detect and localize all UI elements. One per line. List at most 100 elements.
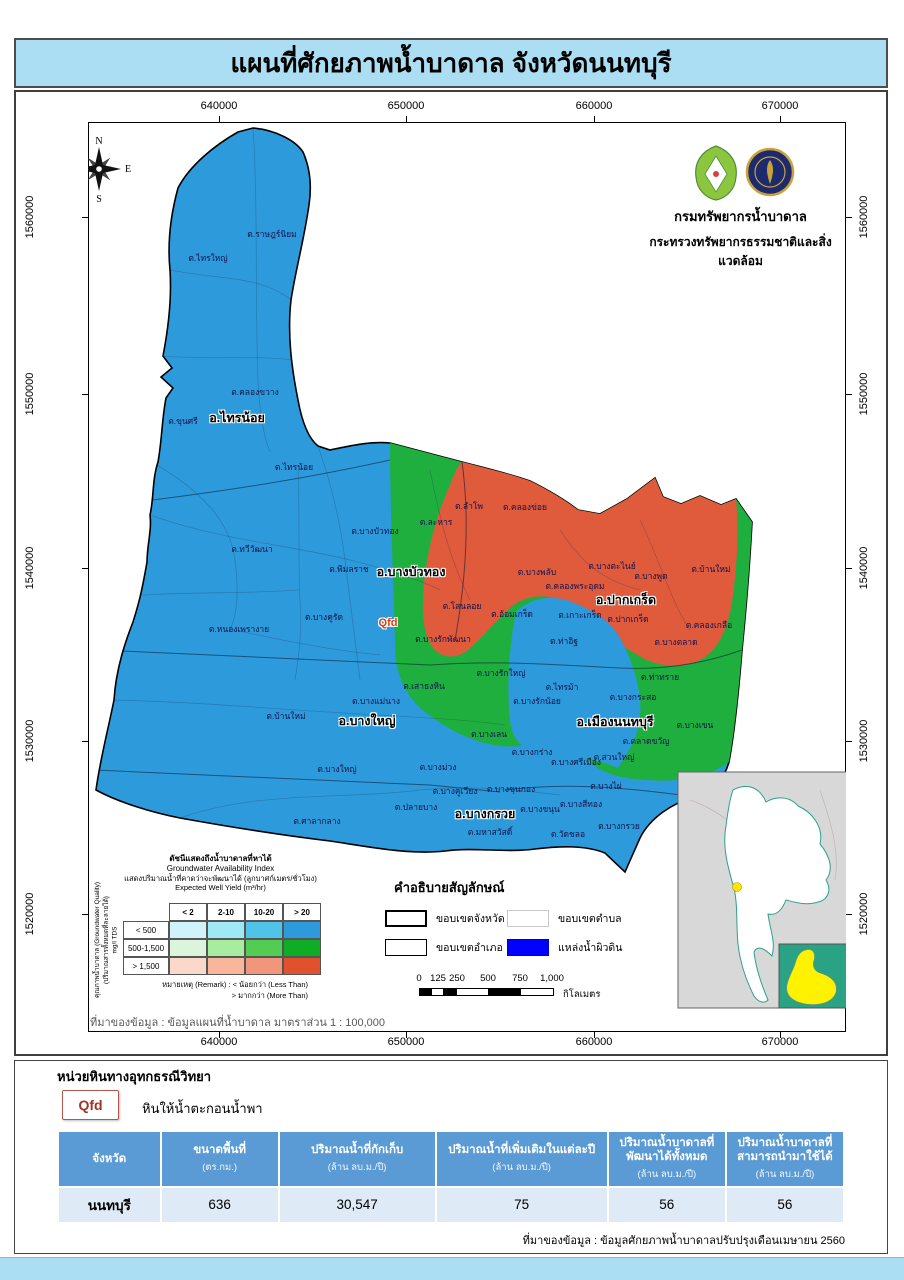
axis-tick — [406, 116, 407, 122]
orange-region — [422, 462, 738, 666]
agency-block: กรมทรัพยากรน้ำบาดาล กระทรวงทรัพยากรธรรมช… — [628, 206, 853, 271]
legend-row-header: 500-1,500 — [123, 939, 169, 957]
table-column-header: ปริมาณน้ำที่เพิ่มเติมในแต่ละปี (ล้าน ลบ.ม… — [436, 1132, 607, 1186]
axis-label-y: 1540000 — [858, 546, 870, 590]
table-cell: 636 — [161, 1187, 278, 1222]
scalebar-tick: 125 — [430, 973, 446, 984]
axis-tick — [82, 217, 88, 218]
axis-tick — [82, 741, 88, 742]
inset-province-shape — [786, 949, 837, 1005]
legend-color-cell — [245, 939, 283, 957]
axis-tick — [594, 1032, 595, 1038]
table-cell: 56 — [608, 1187, 725, 1222]
scalebar-segment — [521, 989, 553, 995]
legend-color-cell — [207, 957, 245, 975]
agency-ministry: กระทรวงทรัพยากรธรรมชาติและสิ่งแวดล้อม — [649, 235, 832, 268]
availability-title-en: Groundwater Availability Index — [166, 864, 275, 873]
axis-tick — [780, 1032, 781, 1038]
legend-item-label: ขอบเขตตำบล — [558, 913, 622, 925]
legend-item: ขอบเขตอำเภอ — [385, 933, 507, 962]
axis-label-y: 1520000 — [858, 892, 870, 936]
axis-label-y: 1540000 — [24, 546, 36, 590]
availability-y-unit: mg/l TDS — [111, 926, 119, 954]
data-table: จังหวัด ขนาดพื้นที่ (ตร.กม.) ปริมาณน้ำที่กั… — [57, 1130, 845, 1224]
axis-tick — [846, 741, 852, 742]
legend-item-label: ขอบเขตอำเภอ — [436, 942, 503, 954]
qfd-code-box: Qfd — [62, 1090, 119, 1120]
compass-e: E — [125, 164, 131, 175]
table-cell: 30,547 — [279, 1187, 435, 1222]
axis-tick — [594, 116, 595, 122]
axis-label-y: 1530000 — [858, 719, 870, 763]
legend-color-cell — [207, 939, 245, 957]
axis-tick — [780, 116, 781, 122]
legend-color-cell — [245, 921, 283, 939]
scale-bar: 0 125 250 500 750 1,000 กิโลเมตร — [416, 973, 649, 1003]
province-swatch-icon — [385, 910, 427, 927]
legend-corner-cell — [123, 903, 169, 921]
axis-label-y: 1530000 — [24, 719, 36, 763]
map-svg: N E S W — [88, 127, 846, 1009]
axis-label-x: 670000 — [761, 1036, 799, 1048]
table-column-header: ปริมาณน้ำบาดาลที่สามารถนำมาใช้ได้ (ล้าน ล… — [726, 1132, 843, 1186]
agency-department: กรมทรัพยากรน้ำบาดาล — [674, 209, 807, 224]
table-cell: 75 — [436, 1187, 607, 1222]
legend-item: ขอบเขตจังหวัด — [385, 904, 507, 933]
availability-subtitle-th: แสดงปริมาณน้ำที่คาดว่าจะพัฒนาได้ (ลูกบาศ… — [124, 874, 317, 883]
qfd-code: Qfd — [78, 1097, 103, 1113]
dgr-logo-icon — [695, 145, 737, 201]
legend-color-cell — [283, 957, 321, 975]
table-column-header: ขนาดพื้นที่ (ตร.กม.) — [161, 1132, 278, 1186]
scalebar-segment — [488, 989, 521, 995]
footer-accent-bar — [0, 1257, 904, 1280]
legend-col-header: 10-20 — [245, 903, 283, 921]
scalebar-tick: 750 — [512, 973, 528, 984]
availability-y-label-2: (ปริมาณสารทั้งหมดที่ละลายได้) — [103, 896, 110, 984]
legend-row-header: > 1,500 — [123, 957, 169, 975]
legend-color-cell — [283, 939, 321, 957]
axis-label-x: 670000 — [761, 100, 799, 112]
legend-color-cell — [169, 921, 207, 939]
availability-subtitle-en: Expected Well Yield (m³/hr) — [175, 883, 266, 893]
legend-color-cell — [207, 921, 245, 939]
inset-map — [677, 771, 846, 1009]
amphoe-swatch-icon — [385, 939, 427, 956]
ministry-seal-icon — [745, 147, 795, 197]
page-title: แผนที่ศักยภาพน้ำบาดาล จังหวัดนนทบุรี — [230, 47, 672, 78]
legend-color-cell — [245, 957, 283, 975]
compass-s: S — [96, 194, 102, 205]
scalebar-segment — [457, 989, 488, 995]
legend-color-cell — [283, 921, 321, 939]
table-column-header: ปริมาณน้ำบาดาลที่พัฒนาได้ทั้งหมด (ล้าน ลบ… — [608, 1132, 725, 1186]
legend-item: ขอบเขตตำบล — [507, 904, 657, 933]
compass-rose: N E S W — [88, 136, 131, 205]
table-column-header: จังหวัด — [59, 1132, 160, 1186]
inset-highlight-nonthaburi — [732, 882, 742, 892]
axis-tick — [219, 1032, 220, 1038]
legend-col-header: < 2 — [169, 903, 207, 921]
availability-grid: < 2 2-10 10-20 > 20 < 500 500-1,500 > 1,500 — [123, 903, 321, 975]
axis-label-x: 640000 — [200, 100, 238, 112]
title-bar: แผนที่ศักยภาพน้ำบาดาล จังหวัดนนทบุรี — [14, 38, 888, 88]
table-column-header: ปริมาณน้ำที่กักเก็บ (ล้าน ลบ.ม./ปี) — [279, 1132, 435, 1186]
table-source-note: ที่มาของข้อมูล : ข้อมูลศักยภาพน้ำบาดาลปร… — [522, 1235, 845, 1247]
water-swatch-icon — [507, 939, 549, 956]
axis-label-x: 650000 — [387, 100, 425, 112]
table-cell: นนทบุรี — [59, 1187, 160, 1222]
axis-tick — [846, 217, 852, 218]
scalebar-unit: กิโลเมตร — [563, 989, 601, 1000]
axis-label-y: 1520000 — [24, 892, 36, 936]
scalebar-bar — [419, 988, 554, 996]
axis-tick — [82, 914, 88, 915]
tambon-swatch-icon — [507, 910, 549, 927]
availability-remark: หมายเหตุ (Remark) : < น้อยกว่า (Less Tha… — [150, 979, 308, 1002]
axis-tick — [82, 568, 88, 569]
scalebar-tick: 0 — [416, 973, 422, 984]
axis-label-y: 1550000 — [858, 372, 870, 416]
scalebar-segment — [443, 989, 457, 995]
map-frame — [88, 122, 846, 1032]
legend-item-label: ขอบเขตจังหวัด — [436, 913, 505, 925]
hydro-units-title: หน่วยหินทางอุทกธรณีวิทยา — [57, 1069, 212, 1084]
map-source-note: ที่มาของข้อมูล : ข้อมูลแผนที่น้ำบาดาล มา… — [90, 1017, 386, 1029]
